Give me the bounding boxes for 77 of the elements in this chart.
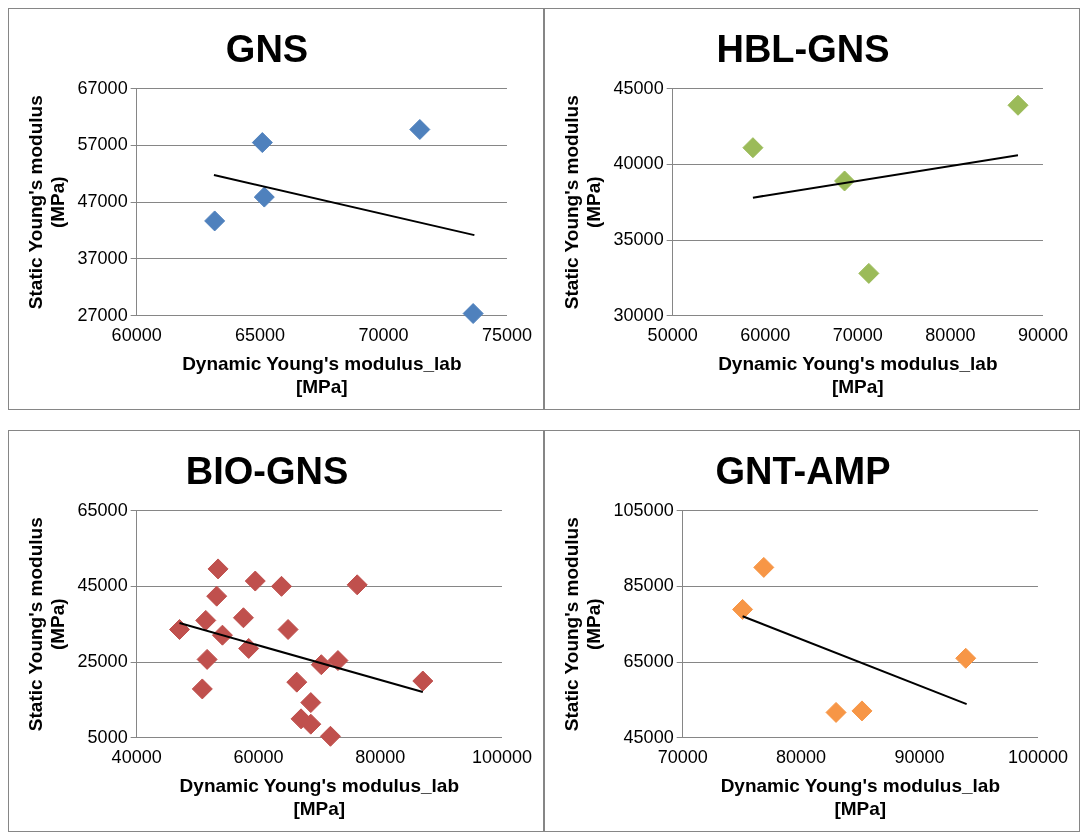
y-tick-label: 45000	[77, 575, 128, 596]
point	[253, 186, 275, 208]
x-tick-label: 80000	[776, 746, 827, 767]
point	[732, 598, 754, 620]
point	[277, 619, 299, 640]
x-tick-label: 80000	[355, 746, 406, 767]
point	[196, 648, 218, 670]
y-axis-title: Static Young's modulus (MPa)	[24, 517, 69, 732]
x-tick-label: 100000	[471, 746, 533, 767]
point	[462, 303, 484, 325]
point	[300, 692, 322, 714]
point	[300, 713, 322, 735]
y-tick-label: 37000	[77, 247, 128, 268]
y-tick-label: 67000	[77, 77, 128, 98]
point	[244, 570, 266, 592]
x-tick-label: 60000	[111, 324, 162, 345]
x-axis-title: Dynamic Young's modulus_lab [MPa]	[179, 775, 459, 819]
y-tick-label: 25000	[77, 651, 128, 672]
x-tick-label: 90000	[894, 746, 945, 767]
point	[851, 700, 873, 722]
x-tick-label: 75000	[481, 324, 532, 345]
y-axis-title: Static Young's modulus (MPa)	[560, 95, 605, 310]
chart-title: HBL-GNS	[716, 28, 890, 71]
y-tick-label: 57000	[77, 134, 128, 155]
y-axis-title: Static Young's modulus (MPa)	[24, 95, 69, 310]
point	[195, 609, 217, 631]
y-tick-label: 105000	[613, 499, 674, 520]
point	[412, 670, 434, 692]
point	[207, 558, 229, 580]
point	[346, 574, 368, 596]
point	[169, 619, 191, 640]
x-tick-label: 80000	[925, 324, 976, 345]
point	[251, 132, 273, 154]
y-axis-title: Static Young's modulus (MPa)	[560, 517, 605, 732]
point	[327, 650, 349, 672]
x-axis-title: Dynamic Young's modulus_lab [MPa]	[182, 353, 462, 397]
point	[955, 647, 977, 669]
y-tick-label: 65000	[77, 499, 128, 520]
point	[825, 701, 847, 723]
chart-title: GNS	[225, 28, 309, 71]
x-tick-label: 70000	[832, 324, 883, 345]
x-tick-label: 50000	[647, 324, 698, 345]
point	[742, 137, 764, 159]
y-tick-label: 35000	[613, 229, 664, 250]
point	[1007, 94, 1029, 116]
point	[319, 725, 341, 747]
y-tick-label: 65000	[623, 651, 674, 672]
chart-title: GNT-AMP	[715, 450, 891, 493]
x-axis-title: Dynamic Young's modulus_lab [MPa]	[720, 775, 1000, 819]
point	[232, 607, 254, 629]
x-tick-label: 65000	[235, 324, 286, 345]
x-axis-title: Dynamic Young's modulus_lab [MPa]	[718, 353, 998, 397]
x-tick-label: 60000	[740, 324, 791, 345]
x-tick-label: 70000	[358, 324, 409, 345]
point	[409, 119, 431, 140]
y-tick-label: 85000	[623, 575, 674, 596]
x-tick-label: 70000	[657, 746, 708, 767]
point	[238, 637, 260, 659]
point	[191, 678, 213, 700]
x-tick-label: 90000	[1017, 324, 1068, 345]
y-tick-label: 47000	[77, 191, 128, 212]
point	[204, 210, 226, 232]
point	[286, 671, 308, 693]
x-tick-label: 60000	[233, 746, 284, 767]
y-tick-label: 45000	[613, 77, 664, 98]
y-tick-label: 5000	[87, 726, 128, 747]
x-tick-label: 100000	[1007, 746, 1069, 767]
x-tick-label: 40000	[111, 746, 162, 767]
point	[858, 262, 880, 284]
y-tick-label: 27000	[77, 304, 128, 325]
chart-title: BIO-GNS	[185, 450, 349, 493]
point	[271, 575, 292, 597]
y-tick-label: 30000	[613, 304, 664, 325]
point	[206, 585, 228, 607]
y-tick-label: 40000	[613, 153, 664, 174]
point	[753, 556, 775, 578]
y-tick-label: 45000	[623, 726, 674, 747]
